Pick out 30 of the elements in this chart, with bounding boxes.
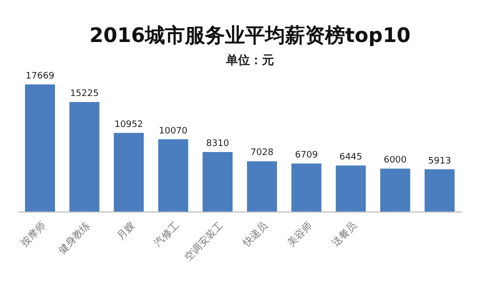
data-label: 6000: [384, 156, 407, 166]
bar: [424, 169, 455, 212]
chart-title: 2016城市服务业平均薪资榜top10: [88, 22, 412, 49]
bar: [247, 161, 277, 212]
chart-subtitle: 单位：元: [225, 52, 275, 69]
bar: [69, 102, 100, 212]
x-tick-label: 快递员: [240, 220, 270, 250]
data-label: 15225: [70, 89, 99, 100]
data-label: 10070: [158, 126, 188, 136]
data-label: 17669: [26, 71, 55, 82]
bar: [336, 165, 366, 212]
bar: [158, 139, 188, 212]
data-label: 8310: [206, 138, 230, 149]
x-tick-label: 美容师: [285, 220, 315, 250]
bar: [291, 164, 322, 212]
x-tick-label: 送餐员: [329, 220, 360, 250]
data-label: 5913: [428, 156, 452, 166]
data-label: 6445: [339, 152, 362, 162]
x-tick-label: 空调安装工: [182, 220, 226, 264]
x-tick-label: 月嫂: [115, 220, 138, 242]
bar: [114, 132, 144, 212]
bar: [25, 84, 55, 212]
x-tick-label: 汽修工: [152, 220, 182, 250]
bar: [380, 168, 410, 212]
data-label: 10952: [114, 120, 144, 130]
bar: [202, 152, 233, 212]
data-label: 6709: [294, 150, 318, 161]
x-tick-label: 按摩师: [18, 220, 48, 250]
data-label: 7028: [250, 148, 274, 158]
x-tick-label: 健身教练: [56, 220, 93, 256]
